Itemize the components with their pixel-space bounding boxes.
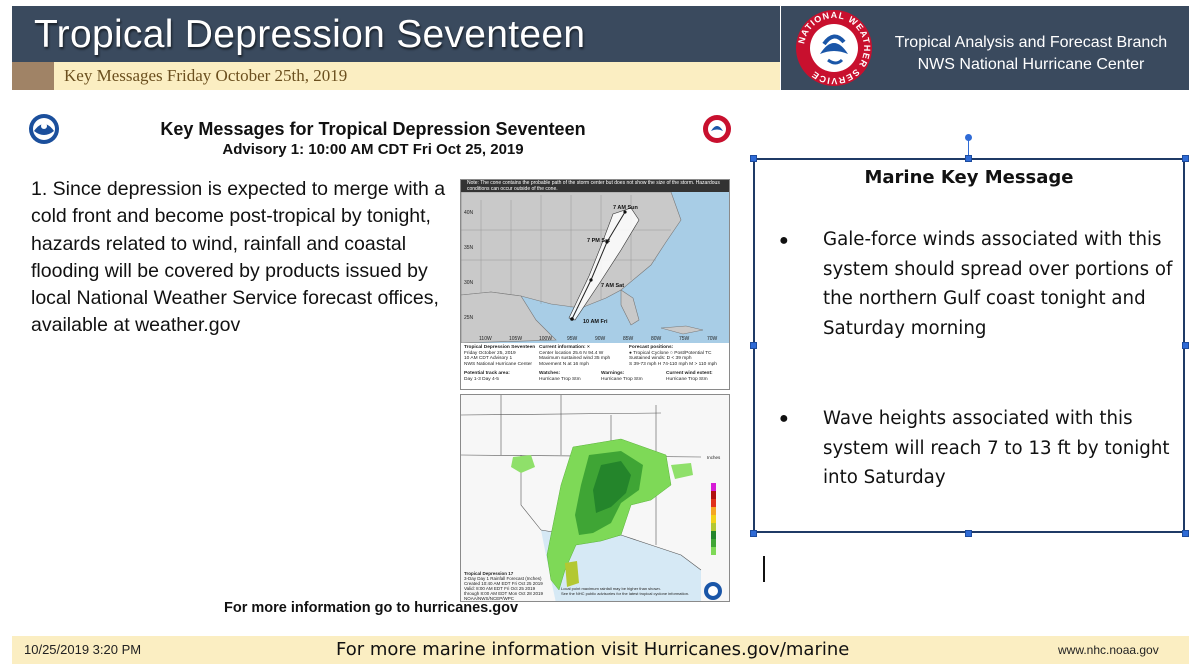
- lat-label: 40N: [464, 210, 474, 216]
- key-message-title: Key Messages for Tropical Depression Sev…: [160, 119, 586, 139]
- header-title-bar: [12, 6, 780, 62]
- legend-text: Movement N at 16 mph: [539, 361, 589, 367]
- rotation-handle-line: [968, 139, 969, 158]
- rainfall-map-graphic: [461, 395, 729, 601]
- rain-legend-title: Inches: [707, 455, 721, 460]
- header-subtitle-bar: [54, 62, 780, 90]
- legend-text: Maximum sustained wind 35 mph: [539, 356, 611, 362]
- caption-line: Created 10:40 AM EDT Fri Oct 25 2019: [464, 581, 543, 586]
- legend-text: Potential track area:: [464, 371, 510, 376]
- nws-small-logo-icon: [703, 115, 731, 143]
- nws-logo-icon: NATIONAL WEATHER SERVICE: [796, 10, 872, 86]
- text-cursor: [763, 556, 765, 582]
- caption-line: through 8:00 AM EDT Mon Oct 28 2019: [464, 591, 543, 596]
- legend-text: Current wind extent:: [666, 371, 713, 376]
- caption-line: Tropical Depression 17: [464, 571, 514, 576]
- marine-bullet-text: Wave heights associated with this system…: [823, 408, 1170, 488]
- legend-text: Watches:: [539, 371, 561, 376]
- rotation-handle[interactable]: [965, 134, 972, 141]
- track-map-note: Note: The cone contains the probable pat…: [461, 180, 729, 192]
- rain-map-note: Local point maximum rainfall may be high…: [561, 586, 690, 597]
- lat-label: 30N: [464, 280, 474, 286]
- resize-handle-bottom-left[interactable]: [750, 530, 757, 537]
- resize-handle-bottom-right[interactable]: [1182, 530, 1189, 537]
- legend-text: Center location 25.6 N 94.4 W: [539, 350, 604, 356]
- track-map-graphic: [461, 180, 729, 343]
- lon-label: 85W: [623, 336, 634, 342]
- rainfall-map: Inches Tropical Depression 17 3-Day Day …: [460, 394, 730, 602]
- track-cone-map: Note: The cone contains the probable pat…: [460, 179, 730, 390]
- lat-label: 35N: [464, 245, 474, 251]
- resize-handle-left[interactable]: [750, 342, 757, 349]
- track-point-label: 10 AM Fri: [583, 319, 608, 325]
- header-accent-block: [12, 62, 54, 90]
- note-line: See the NHC public advisories for the la…: [561, 590, 690, 596]
- footer-marine-link-text: For more marine information visit Hurric…: [336, 639, 850, 660]
- legend-text: Hurricane Trop Stm: [539, 376, 581, 382]
- noaa-logo-icon: [29, 114, 59, 144]
- bullet-icon: ●: [779, 232, 789, 249]
- track-point-label: 7 AM Sat: [601, 283, 625, 289]
- footer-datetime: 10/25/2019 3:20 PM: [24, 642, 142, 657]
- lon-label: 110W: [479, 336, 492, 342]
- note-line: Local point maximum rainfall may be high…: [561, 586, 661, 591]
- legend-text: Warnings:: [601, 371, 625, 376]
- legend-warnings: Warnings: Hurricane Trop Stm: [601, 371, 643, 382]
- legend-wind-extent: Current wind extent: Hurricane Trop Stm: [666, 371, 713, 382]
- legend-text: Day 1-3 Day 4-5: [464, 376, 499, 382]
- resize-handle-top-left[interactable]: [750, 155, 757, 162]
- rain-map-caption: Tropical Depression 17 3-Day Day 1 Rainf…: [464, 571, 543, 601]
- track-point-label: 7 AM Sun: [613, 205, 638, 211]
- key-message-body: 1. Since depression is expected to merge…: [31, 178, 446, 337]
- lon-label: 80W: [651, 336, 662, 342]
- legend-text: NWS National Hurricane Center: [464, 361, 532, 367]
- lon-label: 100W: [539, 336, 553, 342]
- resize-handle-top[interactable]: [965, 155, 972, 162]
- key-message-footer: For more information go to hurricanes.go…: [224, 600, 519, 616]
- legend-text: Friday October 25, 2019: [464, 350, 516, 356]
- marine-bullet-text: Gale-force winds associated with this sy…: [823, 229, 1173, 339]
- lon-label: 95W: [567, 336, 578, 342]
- track-map-legend: Tropical Depression Seventeen Friday Oct…: [461, 343, 729, 389]
- resize-handle-right[interactable]: [1182, 342, 1189, 349]
- marine-heading: Marine Key Message: [864, 167, 1074, 188]
- resize-handle-top-right[interactable]: [1182, 155, 1189, 162]
- footer-url: www.nhc.noaa.gov: [1058, 643, 1159, 657]
- legend-forecast-positions: Forecast positions: ● Tropical Cyclone ○…: [629, 345, 717, 367]
- lat-label: 25N: [464, 315, 474, 321]
- caption-line: 3-Day Day 1 Rainfall Forecast (Inches): [464, 576, 542, 581]
- caption-line: Valid: 8:00 AM EDT Fri Oct 25 2019: [464, 586, 536, 591]
- caption-line: NOAA/NWS/NCEP/WPC: [464, 596, 515, 601]
- legend-text: Sustained winds: D < 39 mph: [629, 356, 692, 362]
- legend-text: Current information: ×: [539, 345, 590, 350]
- marine-key-message-box[interactable]: [753, 158, 1185, 533]
- branch-line-1: Tropical Analysis and Forecast Branch: [894, 34, 1168, 51]
- legend-text: Hurricane Trop Stm: [601, 376, 643, 382]
- legend-text: 10 AM CDT Advisory 1: [464, 356, 513, 362]
- legend-text: Hurricane Trop Stm: [666, 376, 708, 382]
- track-point-label: 7 PM Sat: [587, 238, 610, 244]
- slide-title: Tropical Depression Seventeen: [34, 13, 586, 56]
- lon-label: 70W: [707, 336, 718, 342]
- lon-label: 75W: [679, 336, 690, 342]
- legend-current-info: Current information: × Center location 2…: [539, 345, 610, 367]
- advisory-line: Advisory 1: 10:00 AM CDT Fri Oct 25, 201…: [222, 141, 524, 158]
- branch-name: Tropical Analysis and Forecast Branch NW…: [878, 32, 1184, 76]
- lon-label: 90W: [595, 336, 606, 342]
- legend-text: Forecast positions:: [629, 345, 674, 350]
- resize-handle-bottom[interactable]: [965, 530, 972, 537]
- legend-advisory-info: Tropical Depression Seventeen Friday Oct…: [464, 345, 535, 367]
- legend-text: ● Tropical Cyclone ○ Post/Potential TC: [629, 350, 712, 356]
- legend-text: Tropical Depression Seventeen: [464, 345, 536, 350]
- legend-text: S 39-73 mph H 74-110 mph M > 110 mph: [629, 361, 717, 367]
- bullet-icon: ●: [779, 410, 789, 427]
- footer-bar: [12, 636, 1189, 664]
- slide-subtitle: Key Messages Friday October 25th, 2019: [64, 66, 348, 85]
- lon-label: 105W: [509, 336, 523, 342]
- legend-track-area: Potential track area: Day 1-3 Day 4-5: [464, 371, 510, 382]
- legend-watches: Watches: Hurricane Trop Stm: [539, 371, 581, 382]
- branch-line-2: NWS National Hurricane Center: [917, 56, 1145, 73]
